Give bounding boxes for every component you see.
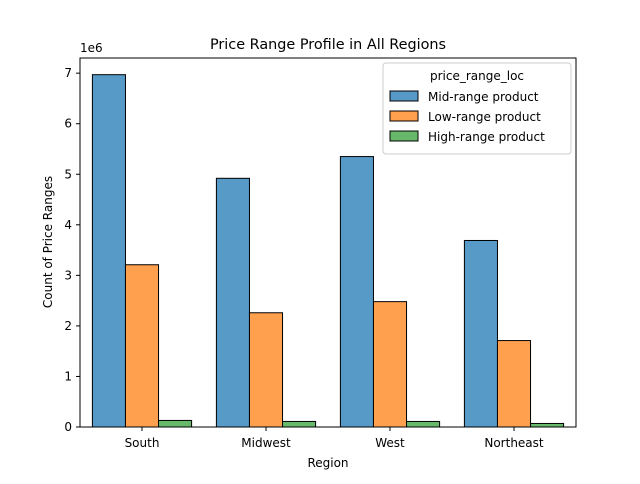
- legend-swatch: [389, 130, 419, 142]
- legend-entry-label: Low-range product: [428, 110, 541, 124]
- bar: [282, 420, 317, 428]
- bar: [530, 422, 565, 428]
- y-tick-label: 6: [64, 117, 72, 131]
- x-tick-label: West: [375, 436, 405, 450]
- y-tick-label: 5: [64, 167, 72, 181]
- y-axis-label: Count of Price Ranges: [41, 176, 55, 308]
- y-tick-label: 1: [64, 369, 72, 383]
- bar: [339, 156, 374, 428]
- legend-box: [382, 62, 572, 155]
- y-tick-label: 4: [64, 218, 72, 232]
- x-axis-ticks: South Midwest West Northeast: [125, 427, 544, 450]
- bar: [496, 340, 532, 428]
- y-tick-label: 2: [64, 319, 72, 333]
- bar: [158, 419, 193, 428]
- y-tick-label: 3: [64, 268, 72, 282]
- x-axis-label: Region: [307, 456, 348, 470]
- legend-title: price_range_loc: [430, 69, 524, 83]
- legend-swatch: [389, 110, 419, 122]
- x-tick-label: South: [125, 436, 160, 450]
- chart-title: Price Range Profile in All Regions: [210, 37, 446, 53]
- bar: [248, 312, 284, 428]
- legend-entry-label: High-range product: [428, 130, 545, 144]
- y-tick-label: 0: [64, 420, 72, 434]
- y-axis-ticks: 0 1 2 3 4 5 6 7: [64, 66, 80, 434]
- plot-frame: [79, 57, 577, 428]
- bar: [406, 420, 441, 428]
- bar-series-group: [91, 74, 565, 428]
- bar: [463, 239, 498, 428]
- y-tick-label: 7: [64, 66, 72, 80]
- x-tick-label: Midwest: [241, 436, 291, 450]
- legend-entry-label: Mid-range product: [428, 90, 539, 104]
- bar: [91, 74, 126, 428]
- legend-swatch: [389, 90, 419, 102]
- y-axis-offset-label: 1e6: [80, 41, 103, 55]
- bar: [372, 301, 408, 428]
- bar: [215, 177, 250, 428]
- bar: [124, 264, 160, 428]
- legend: price_range_loc Mid-range product Low-ran…: [382, 62, 572, 155]
- x-tick-label: Northeast: [484, 436, 544, 450]
